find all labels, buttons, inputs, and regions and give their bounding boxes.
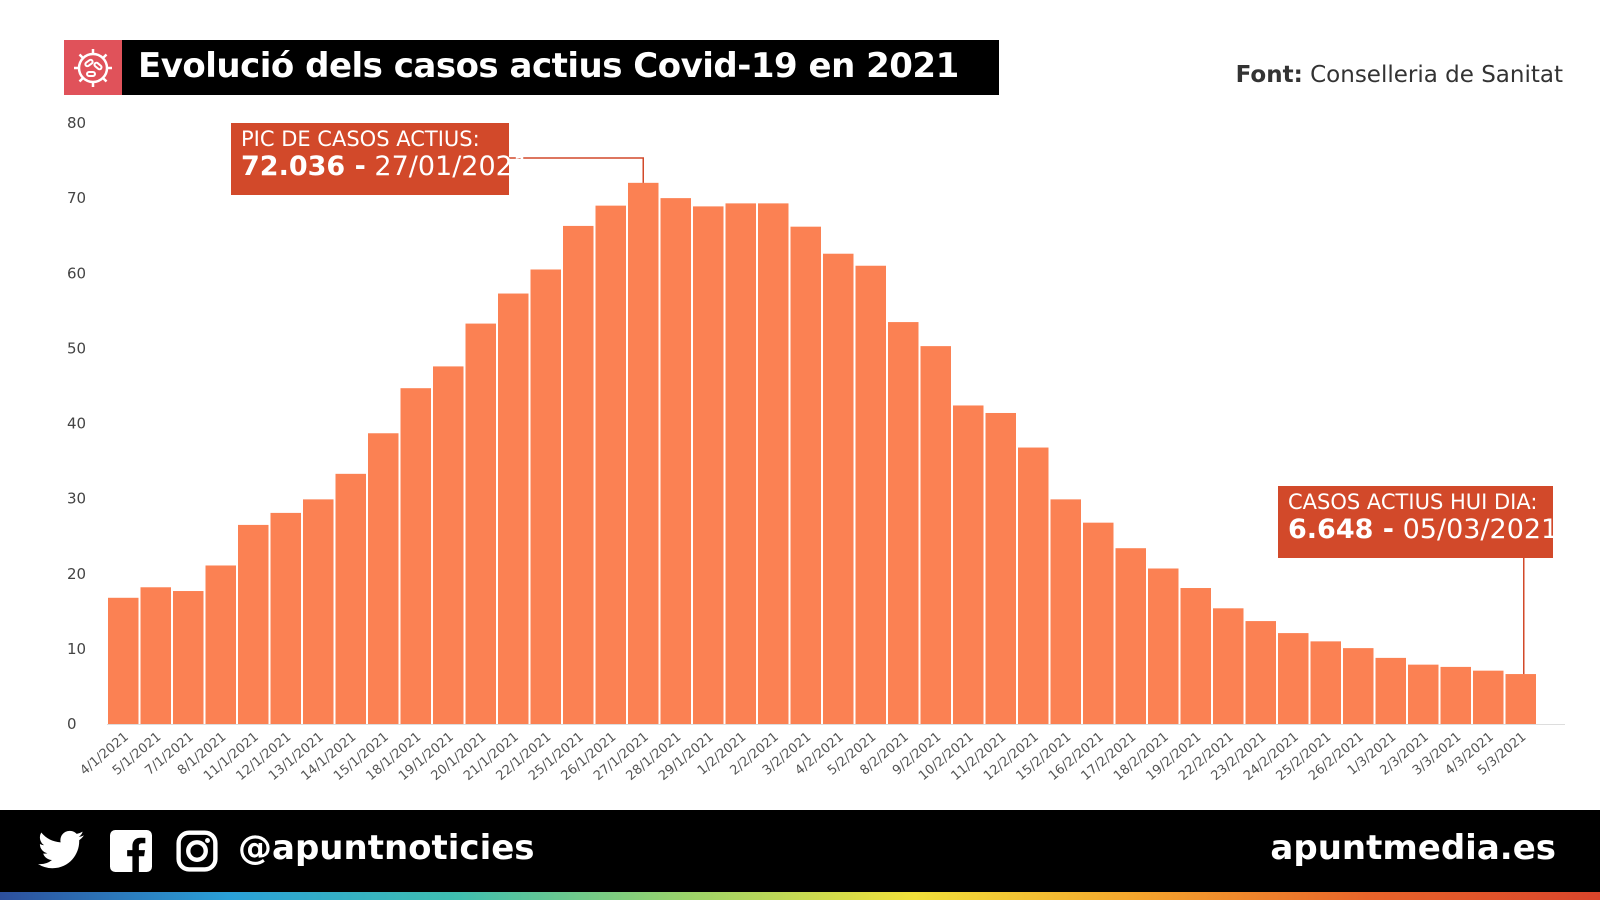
instagram-icon[interactable] (176, 830, 218, 872)
source-label: Font: (1235, 62, 1303, 88)
bar (1115, 548, 1146, 724)
peak-annotation-label: PIC DE CASOS ACTIUS: (241, 127, 480, 151)
bar (140, 587, 171, 724)
bar (1375, 657, 1406, 724)
bar (953, 405, 984, 724)
bar (1473, 670, 1504, 724)
bar (628, 182, 659, 725)
bar (725, 203, 756, 725)
bar (1245, 621, 1276, 724)
bar (563, 225, 594, 724)
bar (335, 473, 366, 724)
facebook-icon[interactable] (110, 830, 152, 872)
bar (985, 412, 1016, 724)
bar (368, 433, 399, 724)
today-annotation: CASOS ACTIUS HUI DIA: 6.648 - 05/03/2021 (1278, 486, 1558, 558)
twitter-icon[interactable] (38, 830, 84, 870)
bar (790, 226, 821, 725)
bar (433, 366, 464, 724)
bar (465, 323, 496, 724)
bar (205, 565, 236, 724)
bar (1148, 568, 1179, 724)
bar (173, 591, 204, 724)
bar (530, 269, 561, 724)
bar (1278, 633, 1309, 724)
y-tick-label: 50 (67, 339, 86, 357)
y-tick-label: 20 (67, 565, 86, 583)
bar (1440, 666, 1471, 724)
bar (1343, 648, 1374, 724)
peak-annotation-date: 27/01/2021 (374, 151, 531, 182)
color-stripe (0, 892, 1600, 900)
bar (1180, 588, 1211, 724)
bar (1050, 499, 1081, 724)
y-tick-label: 10 (67, 640, 86, 658)
y-tick-label: 30 (67, 490, 86, 508)
footer: @apuntnoticies apuntmedia.es (0, 810, 1600, 892)
y-tick-label: 40 (67, 415, 86, 433)
today-annotation-value: 6.648 - (1288, 514, 1395, 545)
bar (823, 253, 854, 724)
bar (660, 198, 691, 724)
bar-chart: 010203040506070804/1/20215/1/20217/1/202… (67, 114, 1565, 784)
y-tick-label: 60 (67, 264, 86, 282)
bar (238, 524, 269, 724)
bar (1213, 608, 1244, 724)
bar (1083, 522, 1114, 724)
bar (108, 597, 139, 724)
peak-annotation-value: 72.036 - (241, 151, 366, 182)
source: Font: Conselleria de Sanitat (1236, 62, 1563, 88)
bar (920, 346, 951, 724)
bar (888, 322, 919, 724)
bar (270, 512, 301, 724)
title-bar: Evolució dels casos actius Covid-19 en 2… (64, 40, 999, 95)
today-annotation-label: CASOS ACTIUS HUI DIA: (1288, 490, 1538, 514)
bar (303, 499, 334, 724)
website-link[interactable]: apuntmedia.es (1270, 828, 1556, 868)
chart-title: Evolució dels casos actius Covid-19 en 2… (138, 46, 959, 86)
bar (855, 265, 886, 724)
y-tick-label: 70 (67, 189, 86, 207)
bar (400, 388, 431, 724)
social-handle[interactable]: @apuntnoticies (238, 828, 535, 868)
bar (1408, 664, 1439, 724)
virus-icon (64, 40, 122, 95)
y-tick-label: 80 (67, 114, 86, 132)
bar (1505, 674, 1536, 724)
peak-leader-line (509, 157, 644, 183)
bar (1310, 641, 1341, 724)
bar (758, 203, 789, 725)
bar (595, 205, 626, 724)
bar (1018, 447, 1049, 724)
y-tick-label: 0 (67, 715, 77, 733)
bar (693, 206, 724, 725)
today-annotation-date: 05/03/2021 (1402, 514, 1559, 545)
peak-annotation: PIC DE CASOS ACTIUS: 72.036 - 27/01/2021 (231, 123, 530, 195)
source-value: Conselleria de Sanitat (1310, 62, 1563, 88)
bar (498, 293, 529, 724)
